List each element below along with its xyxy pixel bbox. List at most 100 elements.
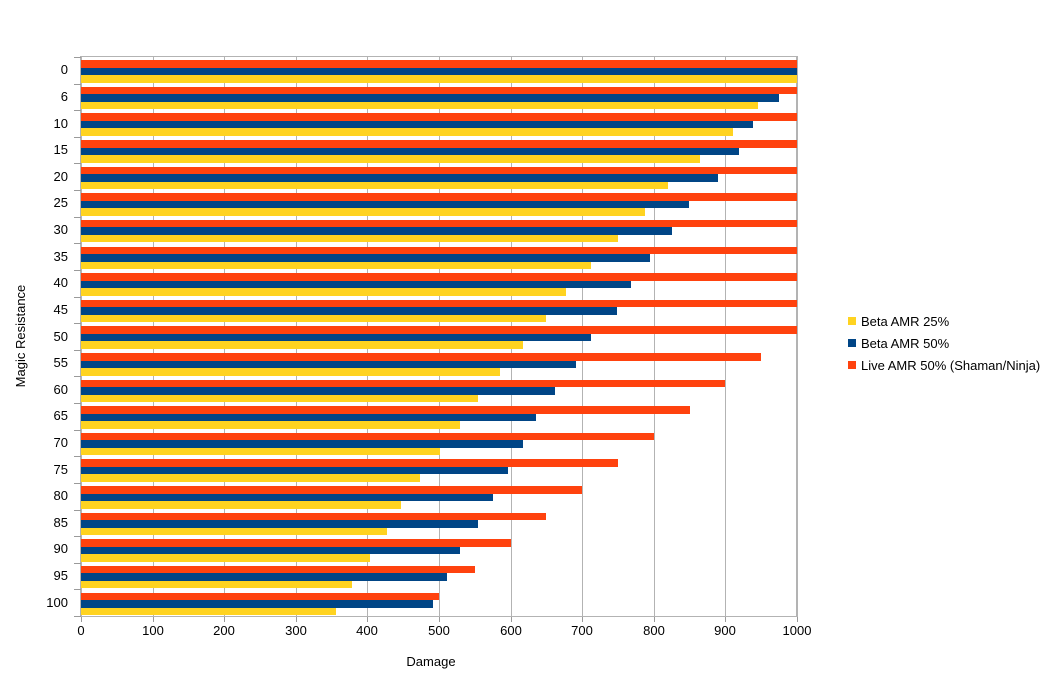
legend-item-live-amr-50-shaman-ninja: Live AMR 50% (Shaman/Ninja) — [848, 354, 1040, 376]
gridline-x-900 — [725, 57, 726, 616]
x-tick-500 — [439, 617, 440, 622]
x-tick-label-700: 700 — [571, 623, 593, 638]
legend-swatch-live-amr-50-shaman-ninja — [848, 361, 856, 369]
x-tick-300 — [296, 617, 297, 622]
bar-beta-amr-25-mr-50 — [81, 341, 523, 349]
y-interval-tick — [74, 349, 81, 351]
x-tick-100 — [153, 617, 154, 622]
y-tick-label-0: 0 — [60, 62, 68, 78]
bar-live-amr-50-shaman-ninja-mr-40 — [81, 273, 797, 281]
x-axis-title: Damage — [406, 654, 456, 669]
legend-label-beta-amr-50: Beta AMR 50% — [861, 335, 950, 351]
bar-beta-amr-50-mr-75 — [81, 466, 509, 475]
bar-beta-amr-25-mr-20 — [81, 181, 669, 190]
bar-beta-amr-25-mr-100 — [81, 607, 336, 616]
bar-beta-amr-50-mr-15 — [81, 147, 739, 156]
bar-beta-amr-25-mr-55 — [81, 368, 500, 376]
bar-beta-amr-50-mr-25 — [81, 200, 689, 209]
y-interval-tick — [74, 136, 81, 138]
legend-item-beta-amr-25: Beta AMR 25% — [848, 310, 1040, 332]
y-tick-label-100: 100 — [46, 594, 68, 610]
y-tick-label-6: 6 — [60, 88, 68, 104]
x-tick-900 — [725, 617, 726, 622]
legend-swatch-beta-amr-25 — [848, 317, 856, 325]
bar-beta-amr-25-mr-25 — [81, 208, 646, 216]
legend-label-beta-amr-25: Beta AMR 25% — [861, 313, 950, 329]
x-tick-label-500: 500 — [428, 623, 450, 638]
legend: Beta AMR 25% Beta AMR 50% Live AMR 50% (Sh… — [848, 310, 1040, 376]
bar-beta-amr-50-mr-0 — [81, 67, 797, 76]
bar-beta-amr-25-mr-35 — [81, 261, 591, 270]
y-tick-label-10: 10 — [53, 115, 68, 131]
y-tick-label-55: 55 — [53, 355, 68, 371]
y-tick-label-50: 50 — [53, 328, 68, 344]
bar-beta-amr-50-mr-30 — [81, 227, 672, 235]
bar-beta-amr-50-mr-55 — [81, 360, 577, 368]
bar-beta-amr-25-mr-45 — [81, 314, 547, 323]
bar-beta-amr-50-mr-80 — [81, 493, 493, 502]
y-tick-label-95: 95 — [53, 568, 68, 584]
x-tick-1000 — [797, 617, 798, 622]
bar-live-amr-50-shaman-ninja-mr-15 — [81, 140, 797, 148]
y-interval-tick — [74, 110, 81, 112]
bar-beta-amr-25-mr-60 — [81, 394, 479, 403]
bar-beta-amr-25-mr-0 — [81, 75, 797, 83]
y-interval-tick — [74, 296, 81, 298]
bar-beta-amr-50-mr-40 — [81, 280, 631, 289]
bar-beta-amr-50-mr-10 — [81, 120, 753, 129]
bar-live-amr-50-shaman-ninja-mr-30 — [81, 219, 797, 228]
legend-label-live-amr-50-shaman-ninja: Live AMR 50% (Shaman/Ninja) — [861, 357, 1041, 373]
y-tick-label-90: 90 — [53, 541, 68, 557]
bar-live-amr-50-shaman-ninja-mr-10 — [81, 113, 797, 121]
y-interval-tick — [74, 376, 81, 378]
gridline-x-1000 — [796, 57, 797, 616]
y-interval-tick — [74, 482, 81, 484]
x-tick-label-100: 100 — [142, 623, 164, 638]
bar-live-amr-50-shaman-ninja-mr-35 — [81, 246, 797, 255]
bar-beta-amr-25-mr-75 — [81, 474, 421, 482]
bar-beta-amr-25-mr-65 — [81, 421, 461, 429]
bar-beta-amr-25-mr-70 — [81, 447, 441, 456]
y-interval-tick — [74, 536, 81, 538]
y-interval-tick — [74, 616, 81, 617]
y-interval-tick — [74, 562, 81, 564]
x-tick-200 — [224, 617, 225, 622]
bar-beta-amr-25-mr-30 — [81, 234, 618, 243]
y-interval-tick — [74, 216, 81, 218]
bar-beta-amr-25-mr-15 — [81, 155, 701, 163]
bar-beta-amr-50-mr-6 — [81, 94, 780, 102]
bar-live-amr-50-shaman-ninja-mr-85 — [81, 512, 547, 521]
legend-item-beta-amr-50: Beta AMR 50% — [848, 332, 1040, 354]
bar-beta-amr-25-mr-10 — [81, 128, 733, 136]
x-tick-label-300: 300 — [285, 623, 307, 638]
bar-live-amr-50-shaman-ninja-mr-80 — [81, 486, 583, 494]
y-interval-tick — [74, 323, 81, 325]
bar-beta-amr-50-mr-60 — [81, 387, 555, 395]
bar-beta-amr-50-mr-100 — [81, 600, 434, 608]
x-tick-800 — [654, 617, 655, 622]
y-interval-tick — [74, 83, 81, 85]
x-tick-label-1000: 1000 — [782, 623, 812, 638]
y-interval-tick — [74, 429, 81, 431]
bar-live-amr-50-shaman-ninja-mr-20 — [81, 166, 797, 175]
bar-live-amr-50-shaman-ninja-mr-6 — [81, 86, 797, 95]
x-tick-label-200: 200 — [213, 623, 235, 638]
bar-beta-amr-50-mr-65 — [81, 413, 537, 422]
y-interval-tick — [74, 243, 81, 245]
bar-live-amr-50-shaman-ninja-mr-45 — [81, 299, 797, 308]
bar-live-amr-50-shaman-ninja-mr-55 — [81, 353, 762, 361]
bar-beta-amr-25-mr-95 — [81, 580, 353, 589]
bar-beta-amr-25-mr-6 — [81, 101, 758, 110]
bar-live-amr-50-shaman-ninja-mr-50 — [81, 326, 797, 334]
y-interval-tick — [74, 456, 81, 458]
x-tick-label-0: 0 — [77, 623, 85, 638]
x-tick-600 — [511, 617, 512, 622]
y-tick-label-45: 45 — [53, 301, 68, 317]
bar-live-amr-50-shaman-ninja-mr-60 — [81, 379, 726, 388]
bar-live-amr-50-shaman-ninja-mr-70 — [81, 432, 654, 441]
bar-beta-amr-50-mr-90 — [81, 546, 460, 555]
x-tick-label-400: 400 — [356, 623, 378, 638]
y-interval-tick — [74, 190, 81, 192]
gridline-x-800 — [654, 57, 655, 616]
y-interval-tick — [74, 509, 81, 511]
